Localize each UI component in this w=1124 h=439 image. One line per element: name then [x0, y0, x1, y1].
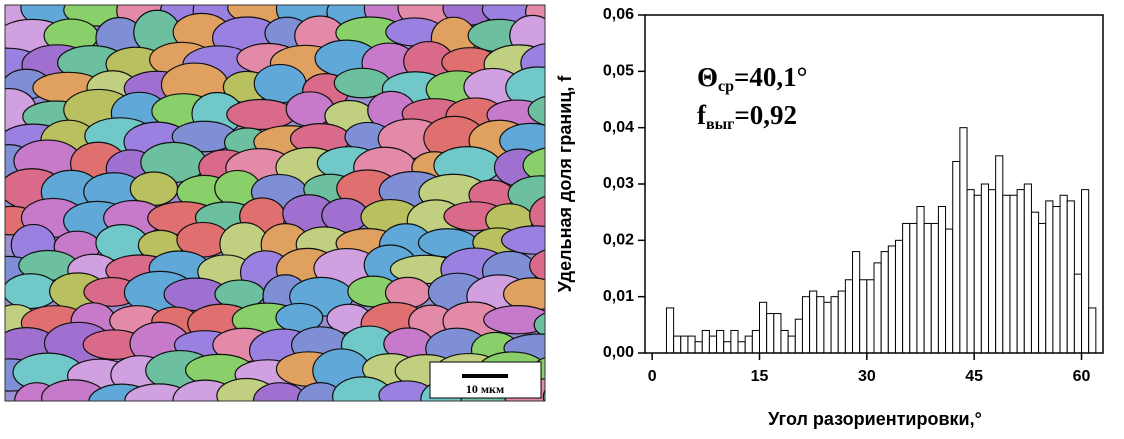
- grain: [226, 98, 296, 130]
- bar: [945, 228, 954, 354]
- bar: [959, 127, 968, 354]
- annotation-rest: =0,92: [734, 100, 797, 130]
- bar: [744, 335, 753, 354]
- y-axis-label: Удельная доля границ, f: [555, 75, 575, 293]
- y-tick-label: 0,05: [603, 63, 634, 80]
- bar: [916, 206, 925, 354]
- bar: [966, 189, 975, 354]
- bar: [1009, 194, 1018, 354]
- bar: [780, 329, 789, 354]
- bar: [1016, 189, 1025, 354]
- y-tick-label: 0,01: [603, 288, 634, 305]
- grain: [527, 95, 545, 126]
- bar: [1045, 200, 1054, 354]
- bar: [751, 329, 760, 354]
- y-tick-label: 0,02: [603, 232, 634, 249]
- bar: [1002, 194, 1011, 354]
- bar: [973, 194, 982, 354]
- scale-box: [429, 361, 542, 399]
- bar: [701, 329, 710, 354]
- annotation-rest: =40,1°: [734, 62, 807, 92]
- grain: [500, 225, 545, 255]
- bar: [866, 279, 875, 354]
- bar: [894, 239, 904, 354]
- bar: [902, 222, 911, 354]
- grain: [522, 147, 545, 184]
- x-tick-label: 30: [858, 368, 876, 385]
- bar: [694, 341, 703, 354]
- bar: [980, 183, 989, 354]
- x-tick-label: 15: [751, 368, 769, 385]
- bar: [759, 301, 768, 354]
- annotation-sub: ср: [718, 78, 734, 95]
- bar: [1059, 194, 1068, 354]
- x-tick-label: 0: [648, 368, 657, 385]
- grain: [529, 249, 545, 282]
- bar: [673, 335, 682, 354]
- grain: [533, 312, 545, 338]
- y-tick-label: 0,04: [603, 119, 634, 136]
- bar: [830, 296, 839, 354]
- annotation-sub: выг: [706, 116, 734, 133]
- y-tick-label: 0,06: [603, 6, 634, 23]
- grain-map: [5, 5, 603, 401]
- annotation: Θср=40,1°: [697, 62, 807, 94]
- bar: [708, 335, 718, 354]
- grain: [542, 389, 545, 401]
- bar: [723, 341, 732, 354]
- bar: [816, 296, 825, 354]
- annotation: fвыг=0,92: [697, 100, 797, 132]
- grain: [529, 195, 545, 235]
- bar: [823, 301, 832, 354]
- grain: [558, 20, 603, 50]
- bar: [995, 155, 1004, 354]
- bar: [1081, 189, 1090, 354]
- bar: [773, 313, 782, 354]
- bar: [730, 329, 739, 354]
- bar: [801, 296, 811, 354]
- bar: [880, 251, 889, 354]
- bar: [716, 329, 725, 354]
- bar: [930, 222, 939, 354]
- bar: [737, 341, 746, 354]
- bar: [988, 189, 997, 354]
- bar: [873, 262, 882, 354]
- grain: [483, 305, 545, 335]
- x-tick-label: 60: [1073, 368, 1091, 385]
- bar: [787, 335, 796, 354]
- x-axis-label: Угол разориентировки,°: [768, 409, 982, 429]
- annotation-main: Θ: [697, 62, 718, 92]
- bar: [687, 335, 696, 354]
- bar: [1052, 206, 1061, 354]
- bar: [1023, 183, 1032, 354]
- bar: [837, 290, 846, 354]
- bar: [859, 279, 868, 354]
- bar: [937, 206, 947, 354]
- bar: [909, 222, 918, 354]
- y-tick-label: 0,03: [603, 175, 634, 192]
- bar: [923, 222, 932, 354]
- bar: [1088, 307, 1097, 354]
- bar: [680, 335, 689, 354]
- y-tick-label: 0,00: [603, 344, 634, 361]
- map-frame: [4, 4, 546, 402]
- x-tick-label: 45: [965, 368, 983, 385]
- bar: [766, 313, 775, 354]
- bar: [1038, 222, 1047, 354]
- bar: [1066, 200, 1075, 354]
- bar: [952, 160, 961, 354]
- bar: [1073, 273, 1083, 354]
- bar: [665, 307, 675, 354]
- bar: [844, 279, 854, 354]
- bar: [809, 290, 818, 354]
- bar: [1030, 211, 1040, 354]
- bar: [794, 318, 803, 354]
- bar: [852, 251, 861, 354]
- annotation-main: f: [697, 100, 707, 130]
- bar: [887, 245, 896, 354]
- scale-label: 10 мкм: [466, 382, 504, 396]
